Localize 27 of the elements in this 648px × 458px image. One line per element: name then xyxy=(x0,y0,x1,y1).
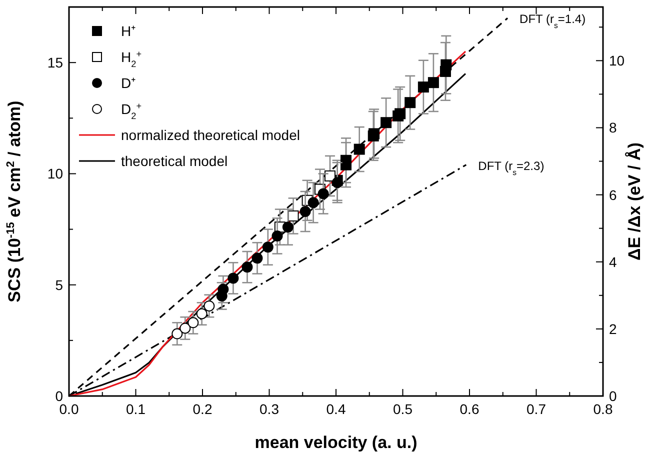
x-tick-label: 0.1 xyxy=(126,401,146,417)
annotation: DFT (r$_{s}$=2.3) xyxy=(478,158,544,176)
x-tick-label: 0.4 xyxy=(326,401,346,417)
y2-tick-label: 10 xyxy=(609,52,625,69)
y2-axis-title: ΔE /Δx (eV / Å) xyxy=(625,142,644,260)
x-tick-label: 0.2 xyxy=(192,401,212,417)
x-axis-title: mean velocity (a. u.) xyxy=(254,433,418,452)
legend-label: D⁺ xyxy=(121,75,136,91)
annotation: DFT (r$_{s}$=1.4) xyxy=(520,12,586,30)
x-tick-label: 0.5 xyxy=(393,401,413,417)
legend-label: normalized theoretical model xyxy=(121,127,300,143)
legend-label: H⁺ xyxy=(121,23,136,39)
y2-tick-label: 0 xyxy=(609,388,617,404)
x-tick-label: 0.7 xyxy=(526,401,546,417)
y2-tick-label: 2 xyxy=(609,320,617,337)
x-tick-label: 0.0 xyxy=(59,401,79,417)
y-tick-label: 0 xyxy=(55,388,64,404)
y-tick-label: 5 xyxy=(55,276,64,293)
y2-tick-label: 8 xyxy=(609,120,617,136)
y-tick-label: 10 xyxy=(47,166,64,182)
x-tick-label: 0.6 xyxy=(460,401,480,417)
legend-label: theoretical model xyxy=(121,153,228,169)
x-tick-label: 0.8 xyxy=(593,401,613,417)
y2-tick-label: 6 xyxy=(609,186,617,203)
y2-tick-label: 4 xyxy=(609,254,617,270)
x-tick-label: 0.3 xyxy=(260,401,280,417)
y-tick-label: 15 xyxy=(47,54,64,71)
